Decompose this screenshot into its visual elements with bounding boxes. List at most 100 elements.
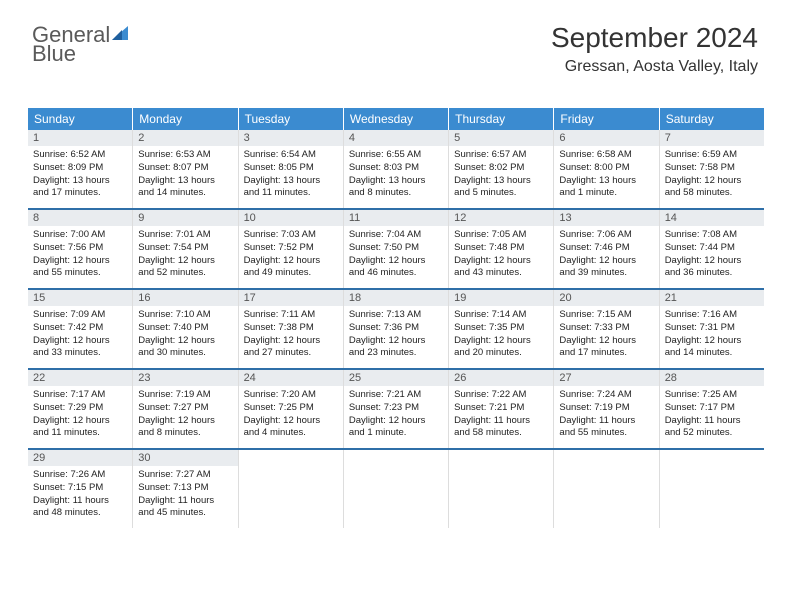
day-number: 14: [660, 210, 764, 226]
sunrise-line: Sunrise: 7:03 AM: [244, 229, 338, 242]
daylight-line: Daylight: 12 hours and 4 minutes.: [244, 415, 338, 441]
daylight-line: Daylight: 12 hours and 33 minutes.: [33, 335, 127, 361]
day-header: Tuesday: [239, 108, 344, 130]
day-cell: 24Sunrise: 7:20 AMSunset: 7:25 PMDayligh…: [239, 370, 344, 448]
day-body: Sunrise: 7:21 AMSunset: 7:23 PMDaylight:…: [344, 386, 448, 444]
day-body: Sunrise: 7:03 AMSunset: 7:52 PMDaylight:…: [239, 226, 343, 284]
day-body: Sunrise: 7:25 AMSunset: 7:17 PMDaylight:…: [660, 386, 764, 444]
day-number: 29: [28, 450, 132, 466]
sunset-line: Sunset: 7:33 PM: [559, 322, 653, 335]
day-cell: 27Sunrise: 7:24 AMSunset: 7:19 PMDayligh…: [554, 370, 659, 448]
day-body: Sunrise: 7:01 AMSunset: 7:54 PMDaylight:…: [133, 226, 237, 284]
brand-sail-icon: [110, 24, 130, 42]
day-header: Monday: [133, 108, 238, 130]
empty-cell: [239, 450, 344, 528]
daylight-line: Daylight: 12 hours and 58 minutes.: [665, 175, 759, 201]
sunset-line: Sunset: 7:46 PM: [559, 242, 653, 255]
sunset-line: Sunset: 8:03 PM: [349, 162, 443, 175]
day-number: 22: [28, 370, 132, 386]
day-cell: 6Sunrise: 6:58 AMSunset: 8:00 PMDaylight…: [554, 130, 659, 208]
day-number: 19: [449, 290, 553, 306]
daylight-line: Daylight: 12 hours and 11 minutes.: [33, 415, 127, 441]
sunset-line: Sunset: 7:50 PM: [349, 242, 443, 255]
sunrise-line: Sunrise: 7:01 AM: [138, 229, 232, 242]
day-body: Sunrise: 7:04 AMSunset: 7:50 PMDaylight:…: [344, 226, 448, 284]
daylight-line: Daylight: 13 hours and 17 minutes.: [33, 175, 127, 201]
sunset-line: Sunset: 8:02 PM: [454, 162, 548, 175]
sunrise-line: Sunrise: 6:52 AM: [33, 149, 127, 162]
day-body: Sunrise: 7:08 AMSunset: 7:44 PMDaylight:…: [660, 226, 764, 284]
daylight-line: Daylight: 11 hours and 48 minutes.: [33, 495, 127, 521]
day-number: 4: [344, 130, 448, 146]
empty-cell: [660, 450, 764, 528]
sunrise-line: Sunrise: 6:53 AM: [138, 149, 232, 162]
day-body: Sunrise: 7:10 AMSunset: 7:40 PMDaylight:…: [133, 306, 237, 364]
brand-logo: General Blue: [32, 24, 130, 65]
day-number: 16: [133, 290, 237, 306]
day-cell: 13Sunrise: 7:06 AMSunset: 7:46 PMDayligh…: [554, 210, 659, 288]
daylight-line: Daylight: 13 hours and 11 minutes.: [244, 175, 338, 201]
daylight-line: Daylight: 12 hours and 20 minutes.: [454, 335, 548, 361]
daylight-line: Daylight: 13 hours and 1 minute.: [559, 175, 653, 201]
sunrise-line: Sunrise: 7:05 AM: [454, 229, 548, 242]
day-cell: 17Sunrise: 7:11 AMSunset: 7:38 PMDayligh…: [239, 290, 344, 368]
sunset-line: Sunset: 7:54 PM: [138, 242, 232, 255]
sunrise-line: Sunrise: 7:17 AM: [33, 389, 127, 402]
sunset-line: Sunset: 7:15 PM: [33, 482, 127, 495]
daylight-line: Daylight: 12 hours and 1 minute.: [349, 415, 443, 441]
week-row: 8 Sunrise: 7:00 AMSunset: 7:56 PM Daylight…: [28, 210, 764, 290]
week-row: 15Sunrise: 7:09 AMSunset: 7:42 PMDayligh…: [28, 290, 764, 370]
sunset-line: Sunset: 7:42 PM: [33, 322, 127, 335]
day-body: Sunrise: 6:55 AMSunset: 8:03 PMDaylight:…: [344, 146, 448, 204]
sunset-line: Sunset: 7:25 PM: [244, 402, 338, 415]
month-title: September 2024: [551, 22, 758, 54]
day-number: 23: [133, 370, 237, 386]
weeks-container: 1Sunrise: 6:52 AMSunset: 8:09 PMDaylight…: [28, 130, 764, 528]
day-body: Sunrise: 6:59 AMSunset: 7:58 PMDaylight:…: [660, 146, 764, 204]
day-cell: 3Sunrise: 6:54 AMSunset: 8:05 PMDaylight…: [239, 130, 344, 208]
sunrise-line: Sunrise: 7:20 AM: [244, 389, 338, 402]
day-number: 8: [28, 210, 132, 226]
header-right: September 2024 Gressan, Aosta Valley, It…: [551, 22, 758, 76]
sunset-line: Sunset: 7:56 PM: [33, 242, 127, 255]
day-body: Sunrise: 7:17 AMSunset: 7:29 PMDaylight:…: [28, 386, 132, 444]
sunrise-line: Sunrise: 7:00 AM: [33, 229, 127, 242]
day-number: 28: [660, 370, 764, 386]
sunset-line: Sunset: 7:19 PM: [559, 402, 653, 415]
day-number: 3: [239, 130, 343, 146]
day-cell: 20 Sunrise: 7:15 AMSunset: 7:33 PMDayligh…: [554, 290, 659, 368]
sunrise-line: Sunrise: 7:16 AM: [665, 309, 759, 322]
day-number: 21: [660, 290, 764, 306]
day-number: 30: [133, 450, 237, 466]
day-cell: 8Sunrise: 7:00 AMSunset: 7:56 PMDaylight…: [28, 210, 133, 288]
empty-cell: [344, 450, 449, 528]
daylight-line: Daylight: 12 hours and 43 minutes.: [454, 255, 548, 281]
sunrise-line: Sunrise: 7:08 AM: [665, 229, 759, 242]
day-cell: 14Sunrise: 7:08 AMSunset: 7:44 PMDayligh…: [660, 210, 764, 288]
day-cell: 18Sunrise: 7:13 AMSunset: 7:36 PMDayligh…: [344, 290, 449, 368]
day-number: 17: [239, 290, 343, 306]
empty-cell: [554, 450, 659, 528]
sunset-line: Sunset: 8:09 PM: [33, 162, 127, 175]
sunrise-line: Sunrise: 7:15 AM: [559, 309, 653, 322]
daylight-line: Daylight: 12 hours and 30 minutes.: [138, 335, 232, 361]
day-number: 20: [554, 290, 658, 306]
week-row: 1Sunrise: 6:52 AMSunset: 8:09 PMDaylight…: [28, 130, 764, 210]
empty-cell: [449, 450, 554, 528]
day-cell: 10Sunrise: 7:03 AMSunset: 7:52 PMDayligh…: [239, 210, 344, 288]
week-row: 22Sunrise: 7:17 AMSunset: 7:29 PMDayligh…: [28, 370, 764, 450]
sunset-line: Sunset: 7:40 PM: [138, 322, 232, 335]
day-body: Sunrise: 7:13 AMSunset: 7:36 PMDaylight:…: [344, 306, 448, 364]
sunrise-line: Sunrise: 6:55 AM: [349, 149, 443, 162]
day-body: Sunrise: 6:57 AMSunset: 8:02 PMDaylight:…: [449, 146, 553, 204]
daylight-line: Daylight: 12 hours and 39 minutes.: [559, 255, 653, 281]
sunrise-line: Sunrise: 7:22 AM: [454, 389, 548, 402]
sunset-line: Sunset: 7:27 PM: [138, 402, 232, 415]
day-number: 2: [133, 130, 237, 146]
daylight-line: Daylight: 12 hours and 17 minutes.: [559, 335, 653, 361]
day-cell: 28Sunrise: 7:25 AMSunset: 7:17 PMDayligh…: [660, 370, 764, 448]
day-body: Sunrise: 7:19 AMSunset: 7:27 PMDaylight:…: [133, 386, 237, 444]
sunset-line: Sunset: 7:36 PM: [349, 322, 443, 335]
sunrise-line: Sunrise: 6:54 AM: [244, 149, 338, 162]
daylight-line: Daylight: 12 hours and 36 minutes.: [665, 255, 759, 281]
